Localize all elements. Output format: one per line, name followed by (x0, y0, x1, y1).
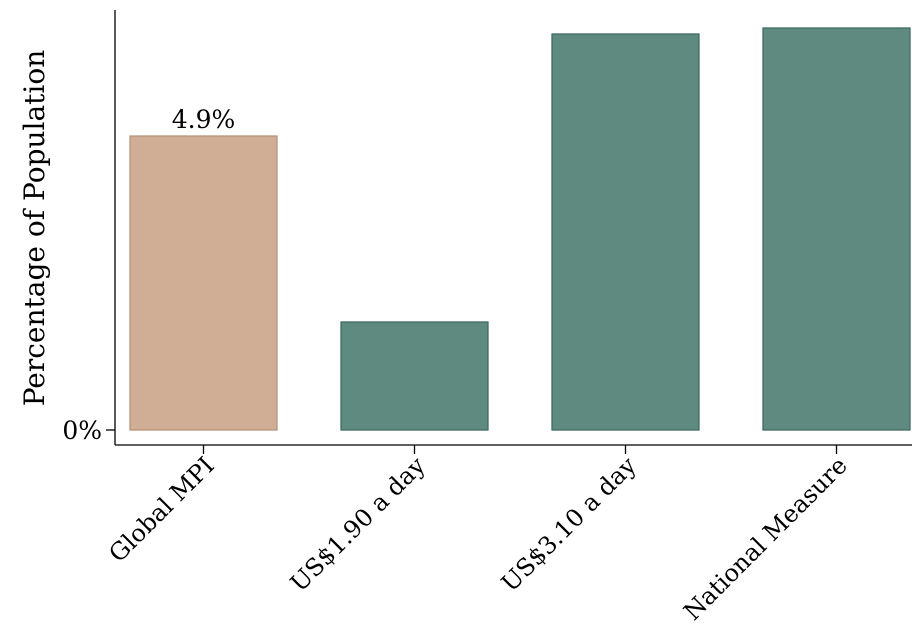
x-tick-label-1: US$1.90 a day (285, 451, 431, 597)
x-axis-ticks: Global MPI US$1.90 a day US$3.10 a day Nati… (103, 445, 853, 626)
y-axis-ticks: 0% (62, 416, 115, 445)
y-tick-label-0: 0% (62, 416, 102, 445)
x-tick-label-0: Global MPI (103, 451, 219, 567)
bar-0 (129, 135, 278, 431)
x-tick-label-3: National Measure (678, 451, 852, 625)
bar-2 (551, 33, 700, 431)
bar-3 (762, 27, 911, 431)
x-tick-label-2: US$3.10 a day (496, 451, 642, 597)
bar-1 (340, 321, 489, 431)
data-label-0: 4.9% (172, 105, 236, 134)
y-axis-label: Percentage of Population (18, 50, 51, 407)
plot-area: 4.9% (129, 27, 911, 431)
